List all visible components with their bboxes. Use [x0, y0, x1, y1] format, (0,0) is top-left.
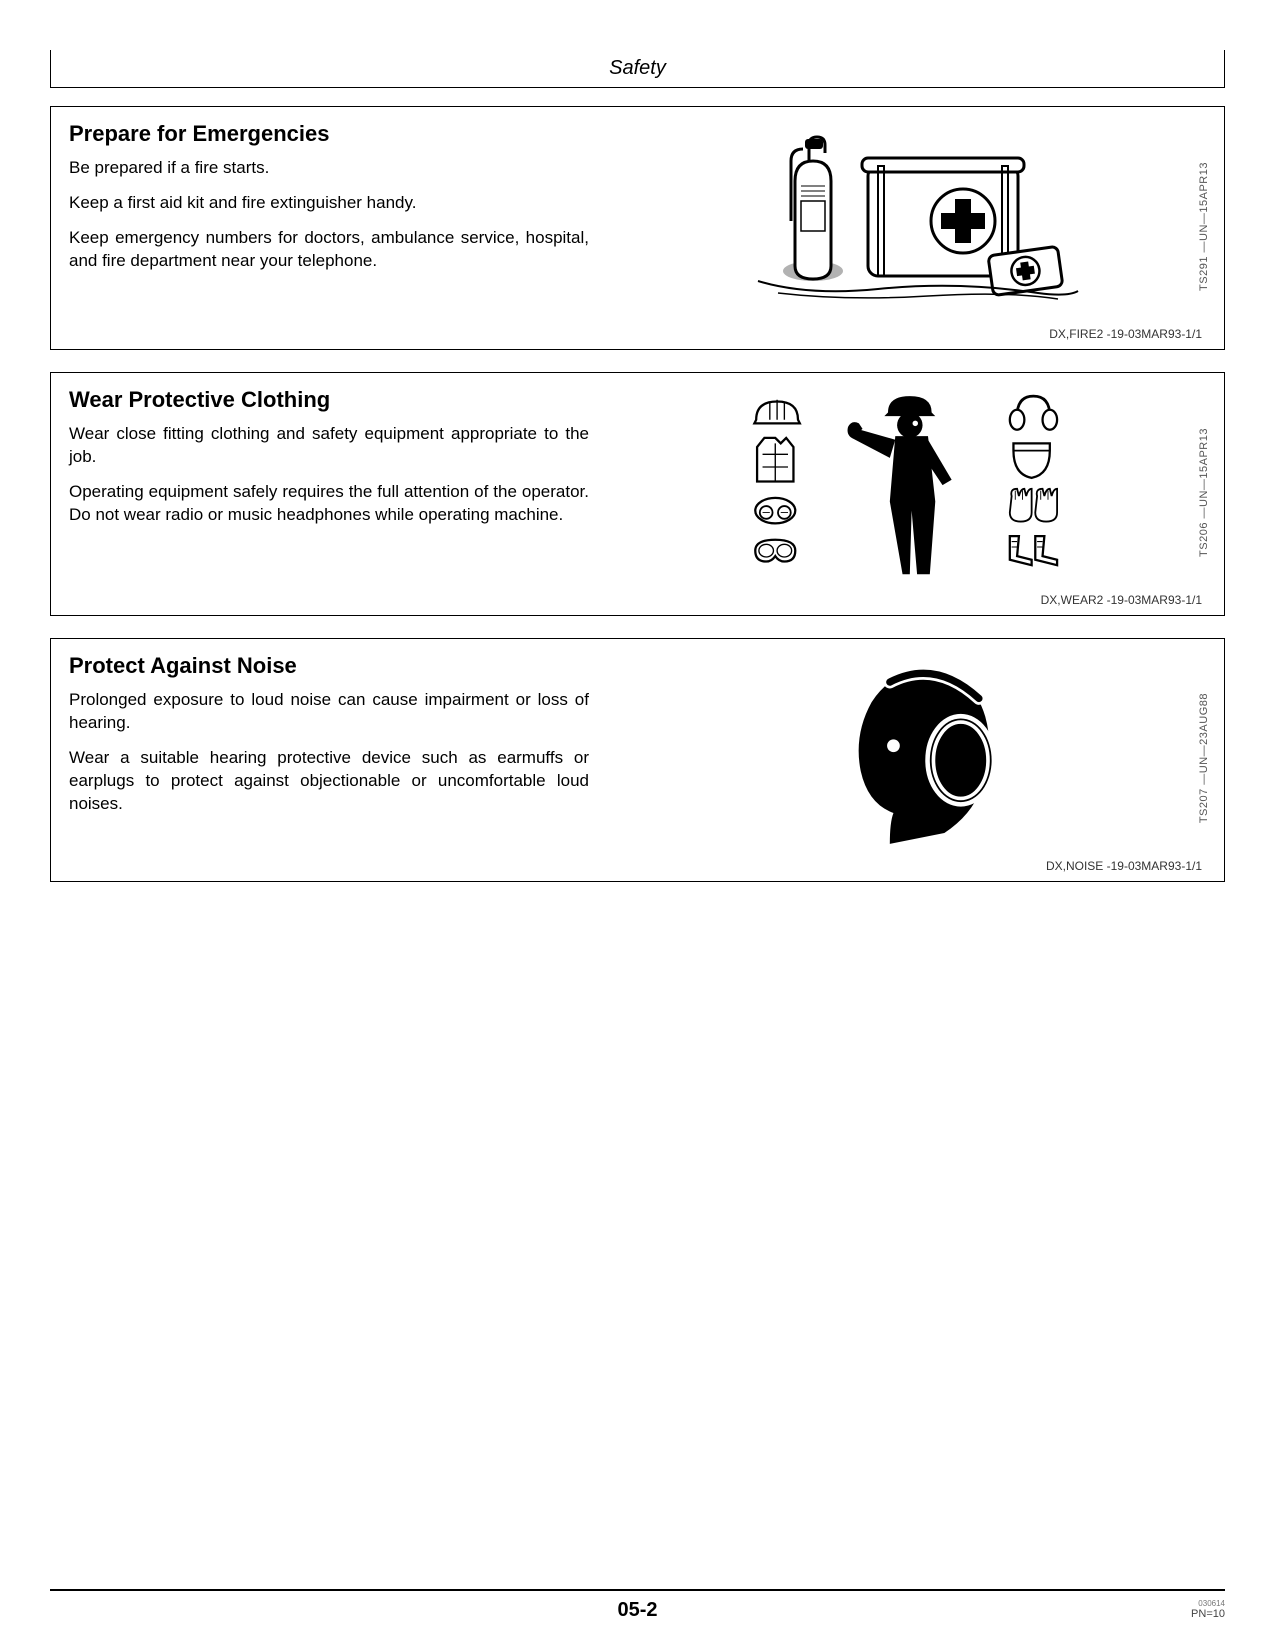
illustration-column: TS291 —UN—15APR13: [609, 121, 1206, 321]
image-side-label: TS207 —UN—23AUG88: [1198, 693, 1210, 823]
section-body: Protect Against Noise Prolonged exposure…: [69, 653, 1206, 853]
text-column: Wear Protective Clothing Wear close fitt…: [69, 387, 589, 587]
section-clothing: Wear Protective Clothing Wear close fitt…: [50, 372, 1225, 616]
section-body: Prepare for Emergencies Be prepared if a…: [69, 121, 1206, 321]
section-body: Wear Protective Clothing Wear close fitt…: [69, 387, 1206, 587]
text-column: Protect Against Noise Prolonged exposure…: [69, 653, 589, 853]
paragraph: Prolonged exposure to loud noise can cau…: [69, 689, 589, 735]
page-header-title: Safety: [609, 57, 666, 80]
image-side-label: TS291 —UN—15APR13: [1198, 162, 1210, 291]
paragraph: Keep emergency numbers for doctors, ambu…: [69, 227, 589, 273]
image-side-label: TS206 —UN—15APR13: [1198, 428, 1210, 557]
first-aid-illustration-icon: [728, 121, 1088, 321]
page-footer: 05-2 030614 PN=10: [50, 1589, 1225, 1622]
paragraph: Operating equipment safely requires the …: [69, 481, 589, 527]
page-number: 05-2: [50, 1599, 1225, 1622]
section-footer-code: DX,WEAR2 -19-03MAR93-1/1: [69, 593, 1206, 607]
text-column: Prepare for Emergencies Be prepared if a…: [69, 121, 589, 321]
paragraph: Wear close fitting clothing and safety e…: [69, 423, 589, 469]
footer-tiny-code: 030614: [1191, 1599, 1225, 1608]
paragraph: Keep a first aid kit and fire extinguish…: [69, 192, 589, 215]
section-noise: Protect Against Noise Prolonged exposure…: [50, 638, 1225, 882]
section-emergencies: Prepare for Emergencies Be prepared if a…: [50, 106, 1225, 350]
illustration-column: TS206 —UN—15APR13: [609, 387, 1206, 587]
section-heading: Prepare for Emergencies: [69, 121, 589, 147]
section-heading: Protect Against Noise: [69, 653, 589, 679]
section-heading: Wear Protective Clothing: [69, 387, 589, 413]
footer-right: 030614 PN=10: [1191, 1599, 1225, 1620]
paragraph: Wear a suitable hearing protective devic…: [69, 747, 589, 816]
page-container: Safety Prepare for Emergencies Be prepar…: [50, 50, 1225, 1590]
paragraph: Be prepared if a fire starts.: [69, 157, 589, 180]
section-footer-code: DX,FIRE2 -19-03MAR93-1/1: [69, 327, 1206, 341]
illustration-column: TS207 —UN—23AUG88: [609, 653, 1206, 853]
footer-pn: PN=10: [1191, 1608, 1225, 1620]
page-header: Safety: [50, 50, 1225, 88]
hearing-protection-illustration-icon: [728, 653, 1088, 853]
section-footer-code: DX,NOISE -19-03MAR93-1/1: [69, 859, 1206, 873]
protective-clothing-illustration-icon: [728, 387, 1088, 587]
